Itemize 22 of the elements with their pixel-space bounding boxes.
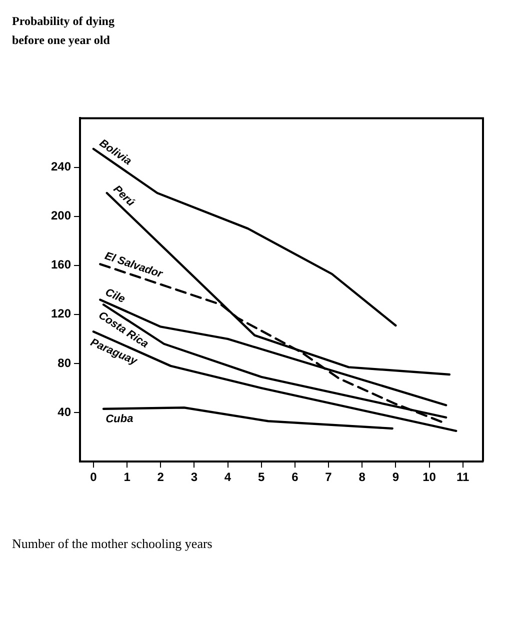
y-tick-label: 120 (50, 306, 72, 321)
x-axis-title: Number of the mother schooling years (12, 536, 212, 552)
x-tick-label: 5 (258, 470, 266, 484)
chart-title: Probability of dying before one year old (12, 13, 116, 49)
x-tick-label: 4 (224, 470, 232, 484)
y-tick-label: 240 (50, 160, 72, 174)
y-tick-label: 80 (58, 356, 72, 370)
x-tick-label: 1 (124, 470, 131, 484)
x-tick-label: 11 (456, 470, 470, 484)
x-tick-label: 3 (190, 470, 198, 484)
x-tick-label: 2 (157, 470, 164, 484)
x-tick-label: 9 (392, 470, 400, 484)
x-tick-label: 7 (325, 470, 332, 484)
series-label: Cuba (106, 412, 134, 426)
y-tick-label: 200 (50, 208, 72, 223)
x-tick-label: 8 (358, 470, 366, 484)
x-tick-label: 0 (90, 470, 98, 484)
x-tick-label: 6 (292, 470, 299, 484)
y-tick-label: 40 (58, 404, 72, 419)
y-tick-label: 160 (50, 258, 72, 272)
text: Cile (103, 286, 127, 306)
x-tick-label: 10 (422, 470, 436, 484)
